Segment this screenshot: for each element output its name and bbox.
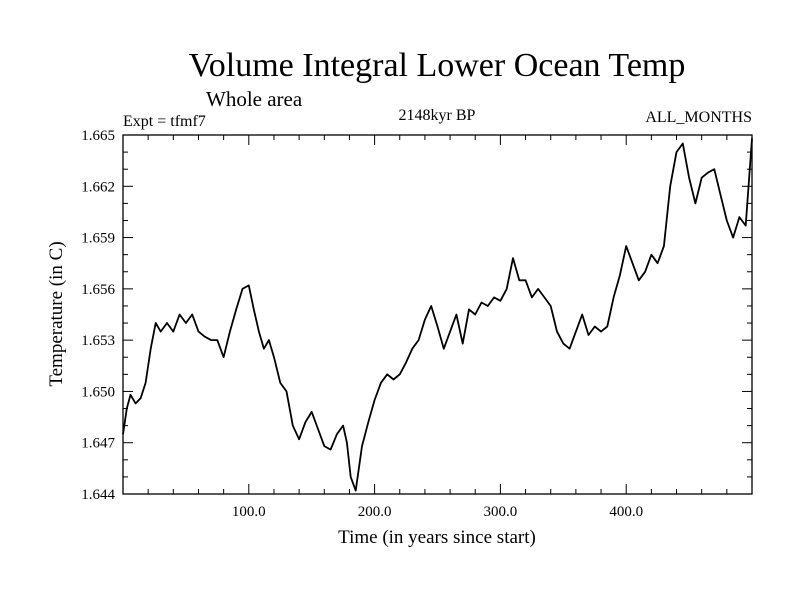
y-tick-label: 1.659	[81, 231, 115, 247]
x-tick-label: 400.0	[609, 504, 643, 520]
y-tick-label: 1.644	[81, 487, 115, 503]
experiment-label: Expt = tfmf7	[123, 113, 206, 130]
chart-title: Volume Integral Lower Ocean Temp	[189, 47, 686, 84]
y-tick-label: 1.662	[81, 179, 115, 195]
x-axis-label: Time (in years since start)	[338, 527, 536, 548]
y-tick-label: 1.665	[81, 128, 115, 144]
series-line	[122, 138, 753, 492]
y-tick-label: 1.653	[81, 333, 115, 349]
series-layer	[122, 138, 753, 492]
x-tick-label: 200.0	[358, 504, 392, 520]
plot-frame	[122, 134, 753, 495]
x-tick-label: 100.0	[232, 504, 266, 520]
period-label: 2148kyr BP	[399, 107, 476, 124]
x-axis-ticks: 100.0 200.0 300.0 400.0	[147, 135, 728, 520]
chart-subtitle: Whole area	[206, 87, 303, 111]
y-tick-label: 1.656	[81, 282, 115, 298]
y-tick-label: 1.647	[81, 436, 115, 452]
x-tick-label: 300.0	[484, 504, 518, 520]
y-axis-ticks: 1.644 1.647 1.650 1.653 1.656 1.659 1.662 1.665	[81, 128, 752, 503]
y-tick-label: 1.650	[81, 384, 115, 400]
y-axis-label: Temperature (in C)	[46, 241, 67, 386]
months-label: ALL_MONTHS	[645, 109, 752, 126]
